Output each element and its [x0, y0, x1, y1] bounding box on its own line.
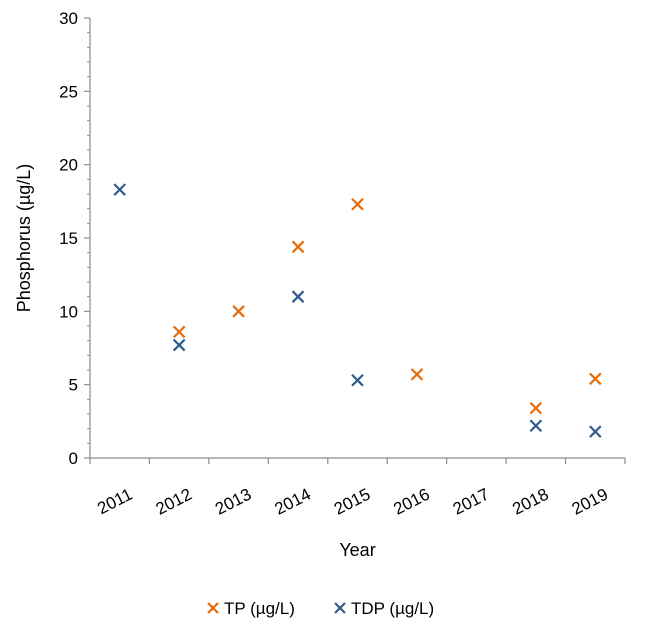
legend[interactable]: TP (µg/L) TDP (µg/L) [207, 599, 434, 618]
data-point-tdp [588, 425, 602, 438]
legend-label: TP (µg/L) [224, 599, 295, 618]
y-axis-title: Phosphorus (µg/L) [14, 164, 34, 312]
y-tick-label: 25 [59, 82, 78, 101]
data-point-tdp [351, 373, 364, 387]
x-tick-label: 2019 [569, 485, 611, 519]
legend-item-tdp[interactable]: TDP (µg/L) [334, 599, 434, 618]
data-point-tdp [113, 183, 127, 196]
y-tick-label: 30 [59, 9, 78, 28]
data-points [113, 183, 602, 438]
x-tick-label: 2011 [94, 485, 135, 519]
legend-item-tp[interactable]: TP (µg/L) [207, 599, 295, 618]
legend-marker-tdp [334, 602, 346, 614]
x-tick-label: 2016 [390, 485, 432, 519]
y-tick-label: 5 [69, 376, 78, 395]
y-tick-label: 10 [59, 302, 78, 321]
data-point-tp [291, 240, 305, 254]
data-point-tdp [291, 290, 305, 303]
data-point-tp [351, 197, 364, 211]
x-tick-label: 2012 [153, 485, 195, 519]
x-axis-title: Year [339, 540, 375, 560]
axes [89, 18, 625, 459]
x-tick-label: 2017 [450, 485, 492, 519]
y-tick-label: 15 [59, 229, 78, 248]
legend-marker-tp [207, 602, 219, 614]
data-point-tp [232, 305, 245, 318]
data-point-tp [172, 325, 186, 339]
data-point-tdp [529, 419, 543, 433]
data-point-tp [588, 372, 602, 386]
data-point-tp [410, 368, 424, 381]
x-tick-group: 2011 2012 2013 2014 2015 2016 2017 2018 2019 [89, 458, 626, 519]
y-tick-label: 0 [69, 449, 78, 468]
y-tick-group: 0 5 10 15 20 25 30 [59, 9, 90, 468]
y-tick-label: 20 [59, 156, 78, 175]
x-tick-label: 2014 [272, 485, 314, 519]
legend-label: TDP (µg/L) [351, 599, 434, 618]
data-point-tp [529, 401, 543, 415]
data-point-tdp [172, 338, 186, 352]
x-tick-label: 2015 [331, 485, 373, 519]
x-tick-label: 2018 [509, 485, 551, 519]
x-tick-label: 2013 [212, 485, 254, 519]
